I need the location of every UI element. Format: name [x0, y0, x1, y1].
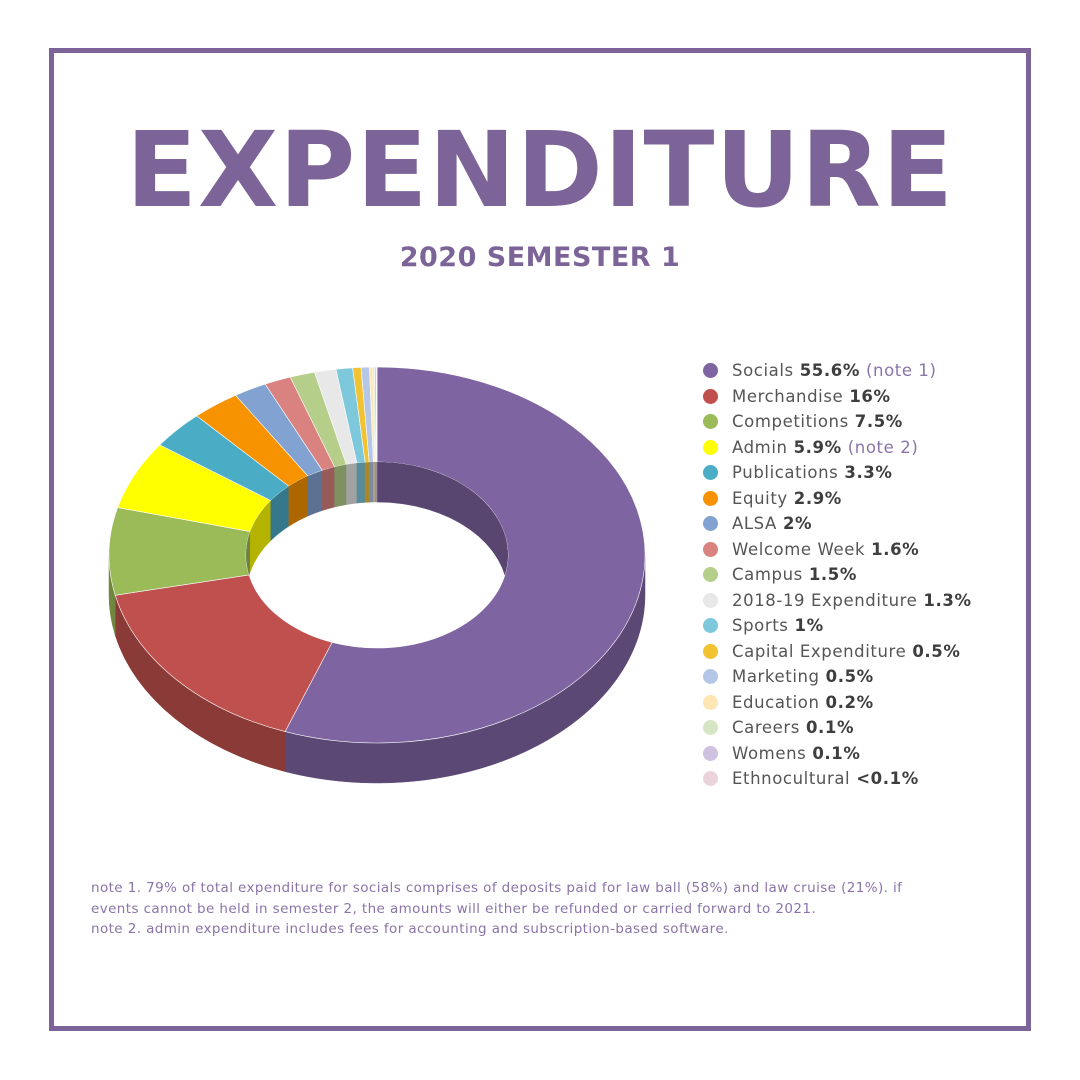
legend-label: Sports [732, 616, 789, 636]
slice-inner-wall [334, 464, 347, 508]
legend-label: Campus [732, 565, 803, 585]
chart-legend: Socials 55.6% (note 1) Merchandise 16% Compet… [703, 358, 1033, 792]
legend-value: 2% [782, 514, 813, 534]
legend-label: Publications [732, 463, 839, 483]
legend-swatch [703, 388, 718, 404]
legend-item: Competitions 7.5% [703, 409, 1033, 435]
slice-inner-wall [307, 470, 323, 517]
legend-label: Competitions [732, 412, 849, 432]
legend-value: 0.5% [825, 667, 874, 687]
legend-value: <0.1% [856, 769, 919, 789]
legend-label: Merchandise [732, 386, 844, 406]
slice [114, 574, 333, 732]
legend-value: 1% [794, 616, 824, 636]
page-title: EXPENDITURE [125, 109, 955, 231]
footnotes: note 1. 79% of total expenditure for soc… [91, 878, 991, 940]
legend-value: 0.2% [825, 692, 874, 712]
legend-value: 0.1% [812, 743, 861, 763]
legend-item: Marketing 0.5% [703, 664, 1033, 690]
slice [375, 366, 378, 463]
legend-label: Marketing [732, 667, 820, 687]
legend-value: 0.1% [805, 718, 855, 738]
legend-swatch [703, 516, 718, 532]
legend-item: Ethnocultural <0.1% [703, 766, 1033, 792]
legend-swatch [703, 541, 718, 557]
legend-value: 1.3% [923, 590, 972, 610]
footnote-line: events cannot be held in semester 2, the… [91, 900, 817, 917]
legend-label: Capital Expenditure [732, 641, 907, 661]
legend-item: Capital Expenditure 0.5% [703, 639, 1033, 665]
legend-label: Womens [732, 743, 807, 763]
legend-value: 2.9% [793, 488, 842, 508]
legend-swatch [703, 439, 718, 455]
legend-label: 2018-19 Expenditure [732, 590, 918, 610]
legend-label: Education [732, 692, 820, 712]
legend-item: 2018-19 Expenditure 1.3% [703, 588, 1033, 614]
legend-swatch [703, 490, 718, 506]
legend-swatch [703, 694, 718, 710]
legend-swatch [703, 618, 718, 634]
legend-item: Campus 1.5% [703, 562, 1033, 588]
legend-swatch [703, 592, 718, 608]
legend-swatch [703, 771, 718, 787]
legend-item: ALSA 2% [703, 511, 1033, 537]
legend-item: Education 0.2% [703, 690, 1033, 716]
legend-label: Equity [732, 488, 788, 508]
legend-item: Socials 55.6% (note 1) [703, 358, 1033, 384]
legend-swatch [703, 363, 718, 379]
legend-item: Womens 0.1% [703, 741, 1033, 767]
slice-inner-wall [364, 462, 370, 503]
legend-label: Admin [732, 437, 788, 457]
legend-swatch [703, 669, 718, 685]
legend-label: Welcome Week [732, 539, 866, 559]
legend-item: Equity 2.9% [703, 486, 1033, 512]
footnote-line: note 2. admin expenditure includes fees … [91, 921, 729, 937]
legend-label: Ethnocultural [732, 769, 851, 789]
page-subtitle: 2020 SEMESTER 1 [399, 242, 681, 273]
border-frame [49, 48, 1031, 1031]
footnote-line: note 1. 79% of total expenditure for soc… [91, 880, 903, 896]
legend-value: 0.5% [912, 641, 961, 661]
legend-label: Socials [732, 361, 794, 381]
legend-value: 7.5% [854, 412, 903, 432]
legend-value: 16% [849, 386, 891, 406]
legend-swatch [703, 720, 718, 736]
legend-value: 5.9% [793, 437, 842, 457]
legend-swatch [703, 465, 718, 481]
slice-inner-wall [356, 462, 366, 504]
legend-swatch [703, 567, 718, 583]
legend-note: (note 2) [847, 437, 919, 457]
legend-item: Careers 0.1% [703, 715, 1033, 741]
legend-note: (note 1) [865, 361, 937, 381]
legend-item: Publications 3.3% [703, 460, 1033, 486]
slice-inner-wall [368, 462, 374, 503]
legend-label: ALSA [732, 514, 777, 534]
legend-label: Careers [732, 718, 800, 738]
legend-item: Admin 5.9% (note 2) [703, 435, 1033, 461]
legend-swatch [703, 414, 718, 430]
legend-swatch [703, 745, 718, 761]
slice-inner-wall [322, 466, 335, 511]
legend-value: 3.3% [844, 463, 893, 483]
legend-item: Merchandise 16% [703, 384, 1033, 410]
legend-value: 55.6% [799, 361, 860, 381]
legend-value: 1.6% [871, 539, 920, 559]
slice-tops [108, 366, 646, 744]
legend-swatch [703, 643, 718, 659]
slice-inner-wall [376, 462, 508, 596]
legend-item: Welcome Week 1.6% [703, 537, 1033, 563]
legend-item: Sports 1% [703, 613, 1033, 639]
legend-value: 1.5% [808, 565, 858, 585]
slice-inner-wall [346, 462, 358, 505]
